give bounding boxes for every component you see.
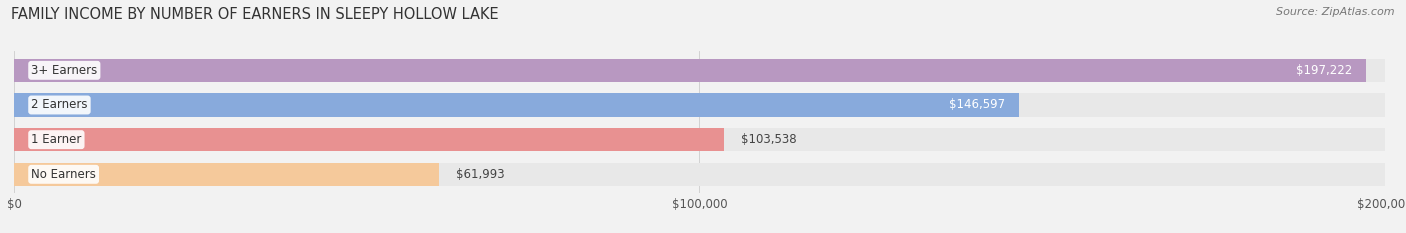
Text: $197,222: $197,222: [1296, 64, 1353, 77]
Bar: [14, 93, 1385, 117]
Bar: [14, 93, 1019, 117]
Text: $103,538: $103,538: [741, 133, 796, 146]
Bar: [14, 163, 1385, 186]
Text: 1 Earner: 1 Earner: [31, 133, 82, 146]
Bar: [14, 58, 1385, 82]
Text: FAMILY INCOME BY NUMBER OF EARNERS IN SLEEPY HOLLOW LAKE: FAMILY INCOME BY NUMBER OF EARNERS IN SL…: [11, 7, 499, 22]
Bar: [14, 128, 724, 151]
Text: Source: ZipAtlas.com: Source: ZipAtlas.com: [1277, 7, 1395, 17]
Text: 2 Earners: 2 Earners: [31, 99, 87, 112]
Text: $146,597: $146,597: [949, 99, 1005, 112]
Text: 3+ Earners: 3+ Earners: [31, 64, 97, 77]
Bar: [14, 58, 1365, 82]
Bar: [14, 128, 1385, 151]
Text: $61,993: $61,993: [456, 168, 505, 181]
Bar: [14, 163, 439, 186]
Text: No Earners: No Earners: [31, 168, 96, 181]
